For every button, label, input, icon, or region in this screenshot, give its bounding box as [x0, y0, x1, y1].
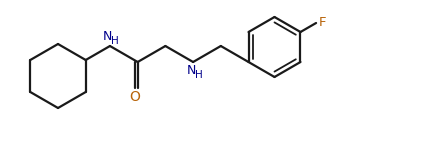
Text: H: H [195, 70, 203, 80]
Text: F: F [318, 17, 326, 29]
Text: N: N [187, 64, 196, 78]
Text: N: N [102, 31, 112, 43]
Text: O: O [129, 90, 140, 104]
Text: H: H [111, 36, 119, 46]
